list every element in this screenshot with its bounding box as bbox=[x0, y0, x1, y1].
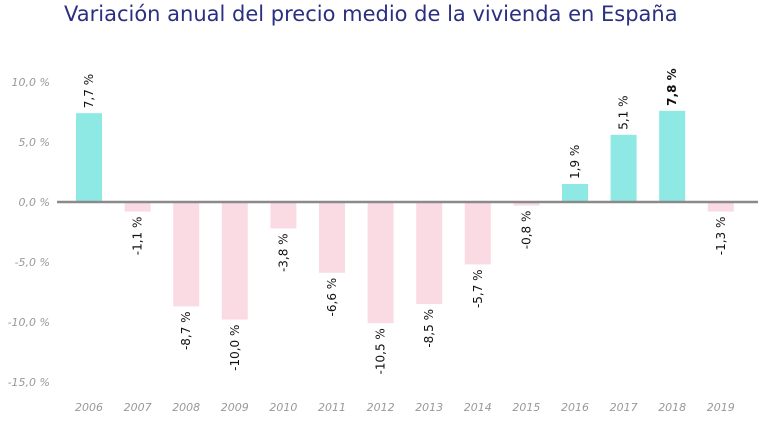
x-tick-label: 2018 bbox=[658, 401, 686, 414]
x-tick-label: 2013 bbox=[415, 401, 443, 414]
bar-2008 bbox=[173, 202, 200, 307]
x-tick-label: 2014 bbox=[464, 401, 492, 414]
y-tick-label: -10,0 % bbox=[8, 316, 50, 329]
bar-2016 bbox=[562, 184, 588, 202]
x-tick-label: 2011 bbox=[318, 401, 346, 414]
data-label-2014: -5,7 % bbox=[471, 269, 485, 308]
data-label-2016: 1,9 % bbox=[568, 145, 582, 179]
bar-2010 bbox=[270, 202, 297, 229]
x-tick-label: 2006 bbox=[75, 401, 103, 414]
y-tick-label: -15,0 % bbox=[8, 376, 50, 389]
data-label-2006: 7,7 % bbox=[82, 74, 96, 108]
data-label-2009: -10,0 % bbox=[228, 325, 242, 371]
bar-2009 bbox=[221, 202, 248, 320]
data-label-2012: -10,5 % bbox=[374, 328, 388, 374]
x-tick-label: 2007 bbox=[124, 401, 152, 414]
x-tick-label: 2008 bbox=[172, 401, 200, 414]
bar-2013 bbox=[416, 202, 443, 304]
y-tick-label: -5,0 % bbox=[15, 256, 50, 269]
bar-2014 bbox=[464, 202, 491, 265]
data-label-2015: -0,8 % bbox=[519, 211, 533, 250]
x-tick-label: 2017 bbox=[610, 401, 638, 414]
bar-2019 bbox=[707, 202, 734, 212]
x-tick-label: 2019 bbox=[707, 401, 735, 414]
data-label-2017: 5,1 % bbox=[617, 95, 631, 129]
data-label-2010: -3,8 % bbox=[276, 233, 290, 272]
data-label-2008: -8,7 % bbox=[179, 311, 193, 350]
y-tick-label: 5,0 % bbox=[19, 136, 50, 149]
data-label-2011: -6,6 % bbox=[325, 278, 339, 317]
chart-title: Variación anual del precio medio de la v… bbox=[64, 2, 678, 26]
x-tick-label: 2015 bbox=[512, 401, 540, 414]
data-label-2019: -1,3 % bbox=[714, 217, 728, 256]
data-label-2018: 7,8 % bbox=[665, 68, 679, 105]
bar-2006 bbox=[76, 113, 102, 202]
x-tick-label: 2016 bbox=[561, 401, 589, 414]
bar-2018 bbox=[659, 110, 686, 202]
data-label-2007: -1,1 % bbox=[131, 217, 145, 256]
y-tick-label: 10,0 % bbox=[12, 76, 50, 89]
x-tick-label: 2009 bbox=[221, 401, 249, 414]
x-tick-label: 2012 bbox=[367, 401, 395, 414]
bar-2011 bbox=[319, 202, 345, 273]
bar-2017 bbox=[610, 134, 637, 202]
bar-2007 bbox=[124, 202, 151, 212]
y-tick-label: 0,0 % bbox=[19, 196, 50, 209]
bar-2015 bbox=[513, 202, 540, 206]
x-tick-label: 2010 bbox=[269, 401, 297, 414]
data-label-2013: -8,5 % bbox=[422, 309, 436, 348]
bar-2012 bbox=[367, 202, 394, 324]
